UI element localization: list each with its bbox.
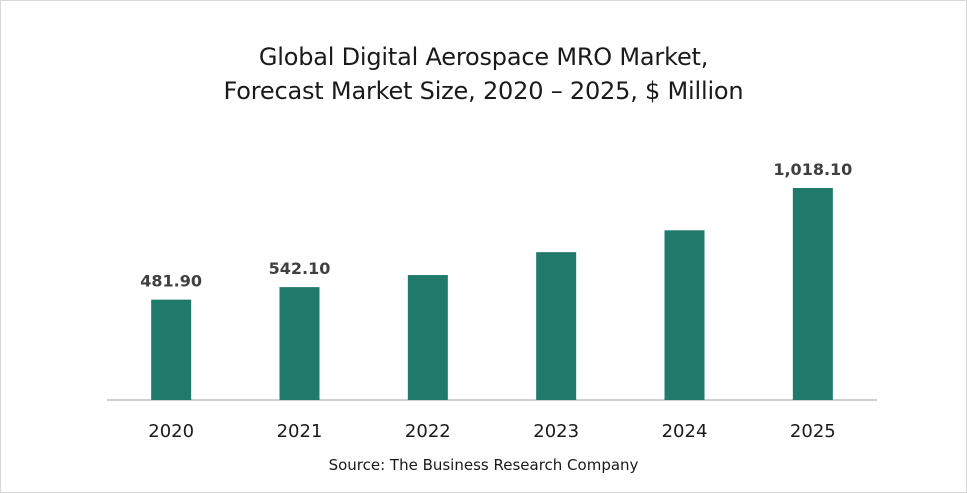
x-tick-label-2020: 2020: [148, 421, 194, 442]
x-tick-label-2025: 2025: [790, 421, 836, 442]
data-label-2021: 542.10: [269, 259, 331, 278]
x-tick-label-2023: 2023: [533, 421, 579, 442]
chart-title-line-2: Forecast Market Size, 2020 – 2025, $ Mil…: [223, 77, 744, 105]
chart-title: Global Digital Aerospace MRO Market, For…: [0, 40, 967, 108]
bar-2021: [279, 287, 320, 400]
bar-2024: [664, 230, 705, 400]
bar-2020: [151, 299, 192, 400]
bar-2023: [536, 252, 577, 400]
source-note: Source: The Business Research Company: [328, 456, 639, 474]
bar-2025: [792, 188, 833, 400]
x-tick-label-2022: 2022: [405, 421, 451, 442]
x-tick-label-2024: 2024: [662, 421, 708, 442]
data-label-2020: 481.90: [140, 272, 202, 291]
bar-2022: [407, 275, 448, 400]
x-tick-label-2021: 2021: [277, 421, 323, 442]
chart-title-line-1: Global Digital Aerospace MRO Market,: [258, 43, 709, 71]
data-label-2025: 1,018.10: [773, 160, 852, 179]
